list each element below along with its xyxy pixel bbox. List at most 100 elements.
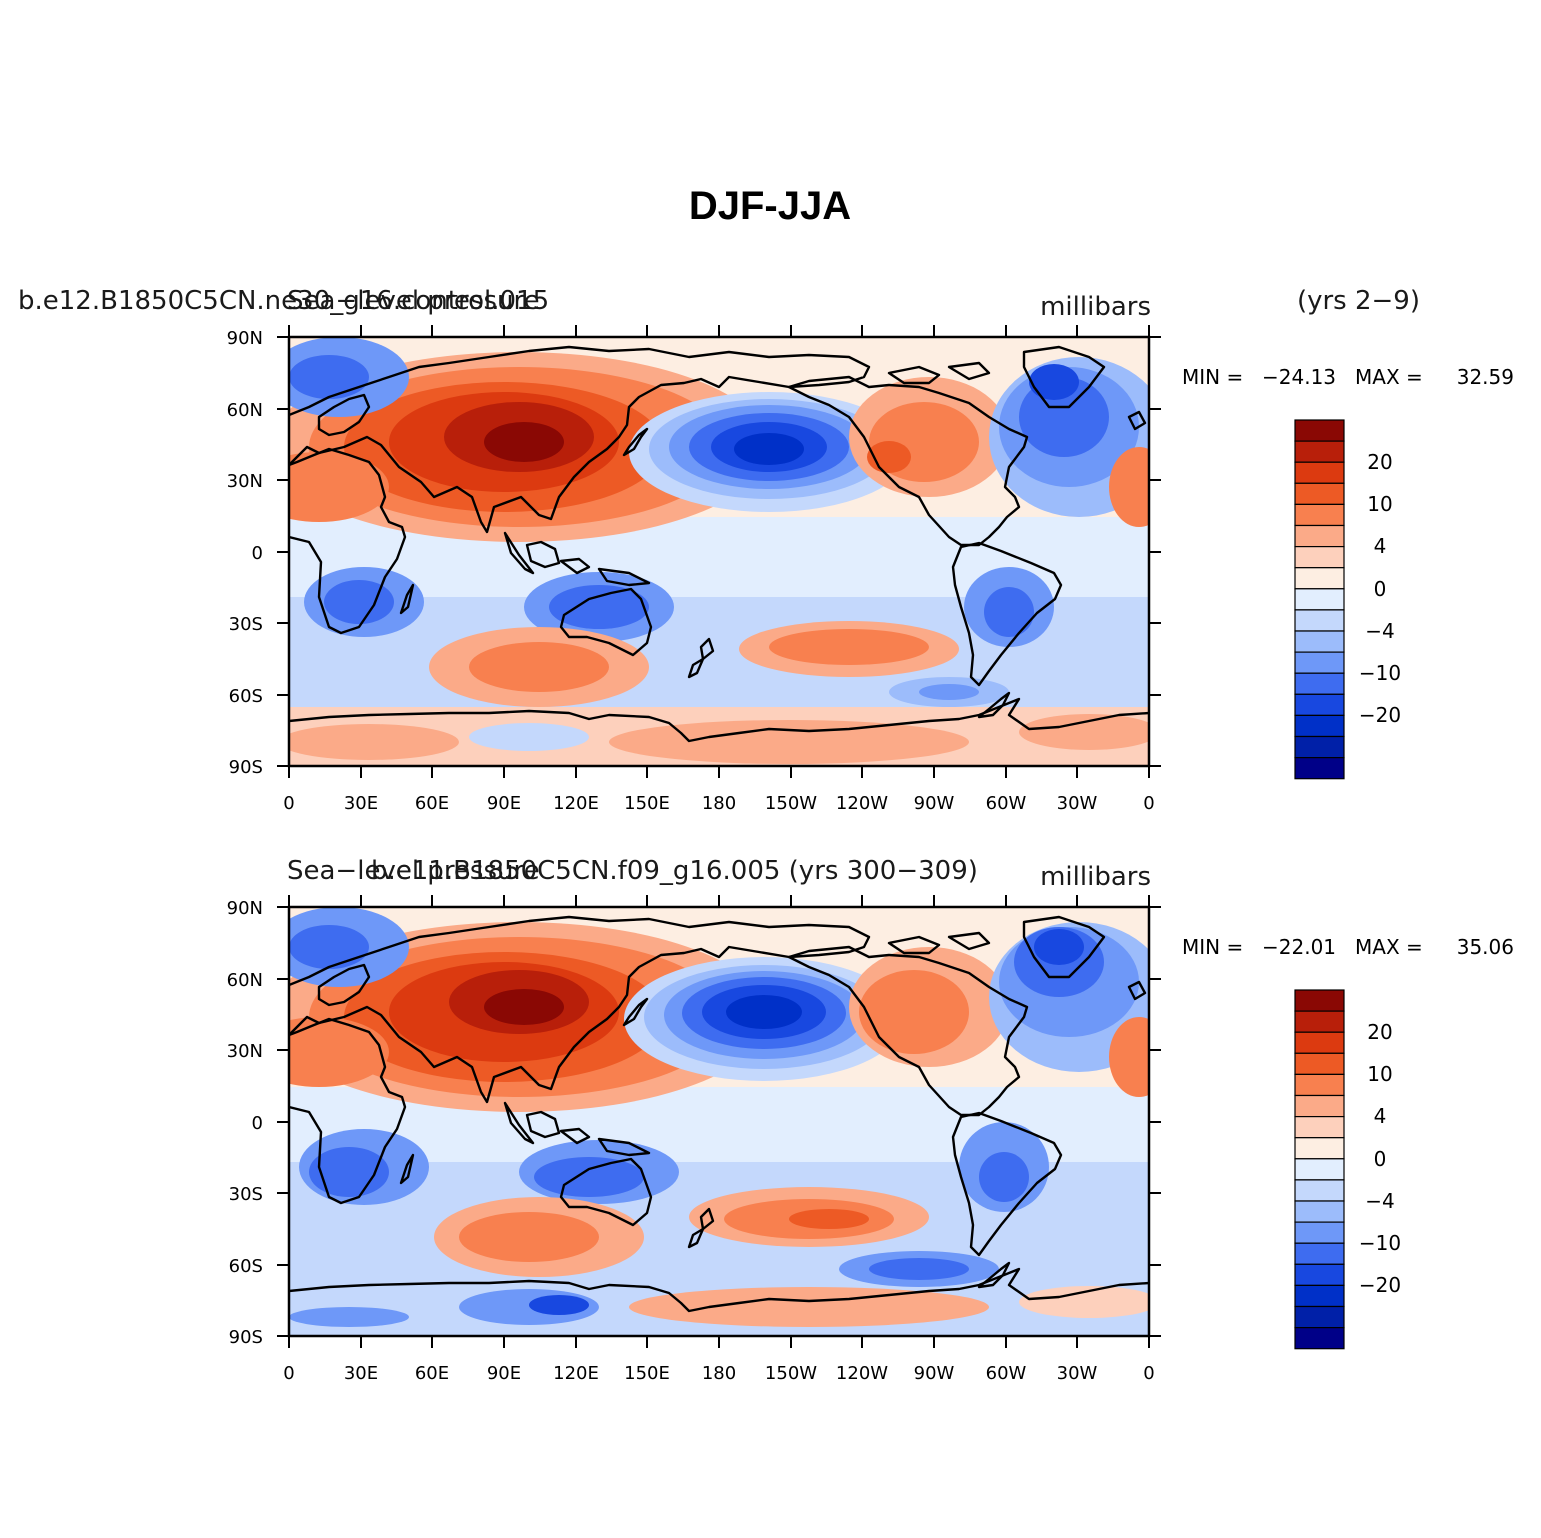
colorbar-swatch bbox=[1294, 693, 1345, 716]
x-tick-label: 150E bbox=[624, 1363, 670, 1384]
x-tick-label: 120W bbox=[836, 1363, 888, 1384]
colorbar-swatch bbox=[1294, 1179, 1345, 1202]
x-tick-label: 0 bbox=[283, 793, 294, 814]
colorbar-swatch bbox=[1294, 524, 1345, 548]
y-tick-label: 30S bbox=[229, 614, 263, 635]
x-tick-label: 150W bbox=[765, 793, 817, 814]
panel-1-colorbar-labels: 20 10 4 0 −4 −10 −20 bbox=[1359, 450, 1401, 727]
panel-2-ticks bbox=[277, 895, 1161, 1348]
colorbar-label: 0 bbox=[1374, 1147, 1387, 1171]
panel-2-max-label: MAX = bbox=[1355, 935, 1423, 959]
x-tick-label: 150W bbox=[765, 1363, 817, 1384]
x-tick-label: 150E bbox=[624, 793, 670, 814]
colorbar-swatch bbox=[1294, 735, 1345, 759]
colorbar-swatch bbox=[1294, 1137, 1345, 1160]
colorbar-swatch bbox=[1294, 1031, 1345, 1054]
panel-2-units: millibars bbox=[1040, 862, 1151, 892]
panel-1-min-value: −24.13 bbox=[1262, 365, 1336, 389]
panel-1-years: (yrs 2−9) bbox=[1297, 286, 1420, 316]
colorbar-label: 4 bbox=[1374, 1104, 1387, 1128]
colorbar-swatch bbox=[1294, 714, 1345, 738]
panel-2-map bbox=[289, 907, 1149, 1336]
colorbar-label: 10 bbox=[1367, 492, 1392, 516]
colorbar-label: −20 bbox=[1359, 1273, 1401, 1297]
colorbar-swatch bbox=[1294, 1073, 1345, 1097]
panel-1-max-label: MAX = bbox=[1355, 365, 1423, 389]
panel-2-variable-label: Sea−level pressure bbox=[287, 856, 540, 886]
y-tick-label: 0 bbox=[252, 543, 263, 564]
colorbar-swatch bbox=[1294, 588, 1345, 611]
y-tick-label: 90S bbox=[229, 1327, 263, 1348]
panel-1-map bbox=[289, 337, 1149, 766]
panel-1-colorbar bbox=[1294, 419, 1345, 780]
panel-1-y-tick-labels: 90N 60N 30N 0 30S 60S 90S bbox=[227, 328, 263, 778]
panel-2-max-value: 35.06 bbox=[1457, 935, 1514, 959]
panel-1-units: millibars bbox=[1040, 292, 1151, 322]
panel-2-min-value: −22.01 bbox=[1262, 935, 1336, 959]
colorbar-swatch bbox=[1294, 567, 1345, 590]
x-tick-label: 60W bbox=[986, 793, 1027, 814]
colorbar-swatch bbox=[1294, 989, 1345, 1012]
y-tick-label: 60S bbox=[229, 686, 263, 707]
colorbar-swatch bbox=[1294, 1115, 1345, 1139]
colorbar-swatch bbox=[1294, 1158, 1345, 1181]
x-tick-label: 30W bbox=[1057, 1363, 1098, 1384]
colorbar-swatch bbox=[1294, 482, 1345, 505]
colorbar-swatch bbox=[1294, 1305, 1345, 1329]
panel-1-max-value: 32.59 bbox=[1457, 365, 1514, 389]
colorbar-swatch bbox=[1294, 461, 1345, 484]
colorbar-label: −20 bbox=[1359, 703, 1401, 727]
x-tick-label: 180 bbox=[702, 793, 736, 814]
y-tick-label: 60N bbox=[227, 400, 263, 421]
colorbar-swatch bbox=[1294, 1242, 1345, 1265]
y-tick-label: 90S bbox=[229, 757, 263, 778]
colorbar-label: 20 bbox=[1367, 450, 1392, 474]
x-tick-label: 30E bbox=[344, 793, 378, 814]
panel-2-colorbar-labels: 20 10 4 0 −4 −10 −20 bbox=[1359, 1020, 1401, 1297]
x-tick-label: 60E bbox=[415, 1363, 449, 1384]
colorbar-label: 20 bbox=[1367, 1020, 1392, 1044]
colorbar-label: −10 bbox=[1359, 661, 1401, 685]
panel-2: Sea−level pressure b.e11.B1850C5CN.f09_g… bbox=[227, 856, 1514, 1384]
colorbar-swatch bbox=[1294, 1263, 1345, 1287]
colorbar-label: −4 bbox=[1365, 1189, 1394, 1213]
colorbar-swatch bbox=[1294, 440, 1345, 463]
colorbar-swatch bbox=[1294, 1200, 1345, 1223]
x-tick-label: 90W bbox=[914, 793, 955, 814]
colorbar-swatch bbox=[1294, 609, 1345, 632]
colorbar-swatch bbox=[1294, 1094, 1345, 1118]
colorbar-swatch bbox=[1294, 1052, 1345, 1076]
colorbar-swatch bbox=[1294, 651, 1345, 674]
colorbar-label: 10 bbox=[1367, 1062, 1392, 1086]
y-tick-label: 30N bbox=[227, 1041, 263, 1062]
x-tick-label: 90E bbox=[487, 1363, 521, 1384]
x-tick-label: 90W bbox=[914, 1363, 955, 1384]
x-tick-label: 120W bbox=[836, 793, 888, 814]
x-tick-label: 0 bbox=[1143, 793, 1154, 814]
panel-2-case-label: b.e11.B1850C5CN.f09_g16.005 (yrs 300−309… bbox=[371, 856, 978, 886]
x-tick-label: 90E bbox=[487, 793, 521, 814]
colorbar-swatch bbox=[1294, 1010, 1345, 1033]
panel-1-x-tick-labels: 0 30E 60E 90E 120E 150E 180 150W 120W 90… bbox=[283, 793, 1154, 814]
colorbar-label: 0 bbox=[1374, 577, 1387, 601]
colorbar-label: −10 bbox=[1359, 1231, 1401, 1255]
colorbar-swatch bbox=[1294, 630, 1345, 653]
x-tick-label: 120E bbox=[553, 793, 599, 814]
colorbar-swatch bbox=[1294, 756, 1345, 780]
panel-1-variable-label: Sea−level pressure bbox=[287, 286, 540, 316]
y-tick-label: 60S bbox=[229, 1256, 263, 1277]
panel-2-colorbar bbox=[1294, 989, 1345, 1350]
x-tick-label: 0 bbox=[1143, 1363, 1154, 1384]
y-tick-label: 0 bbox=[252, 1113, 263, 1134]
x-tick-label: 180 bbox=[702, 1363, 736, 1384]
panel-1-ticks bbox=[277, 325, 1161, 778]
panel-2-y-tick-labels: 90N 60N 30N 0 30S 60S 90S bbox=[227, 898, 263, 1348]
colorbar-label: −4 bbox=[1365, 619, 1394, 643]
colorbar-swatch bbox=[1294, 503, 1345, 527]
x-tick-label: 30E bbox=[344, 1363, 378, 1384]
colorbar-label: 4 bbox=[1374, 534, 1387, 558]
x-tick-label: 120E bbox=[553, 1363, 599, 1384]
colorbar-swatch bbox=[1294, 1284, 1345, 1308]
colorbar-swatch bbox=[1294, 1221, 1345, 1244]
